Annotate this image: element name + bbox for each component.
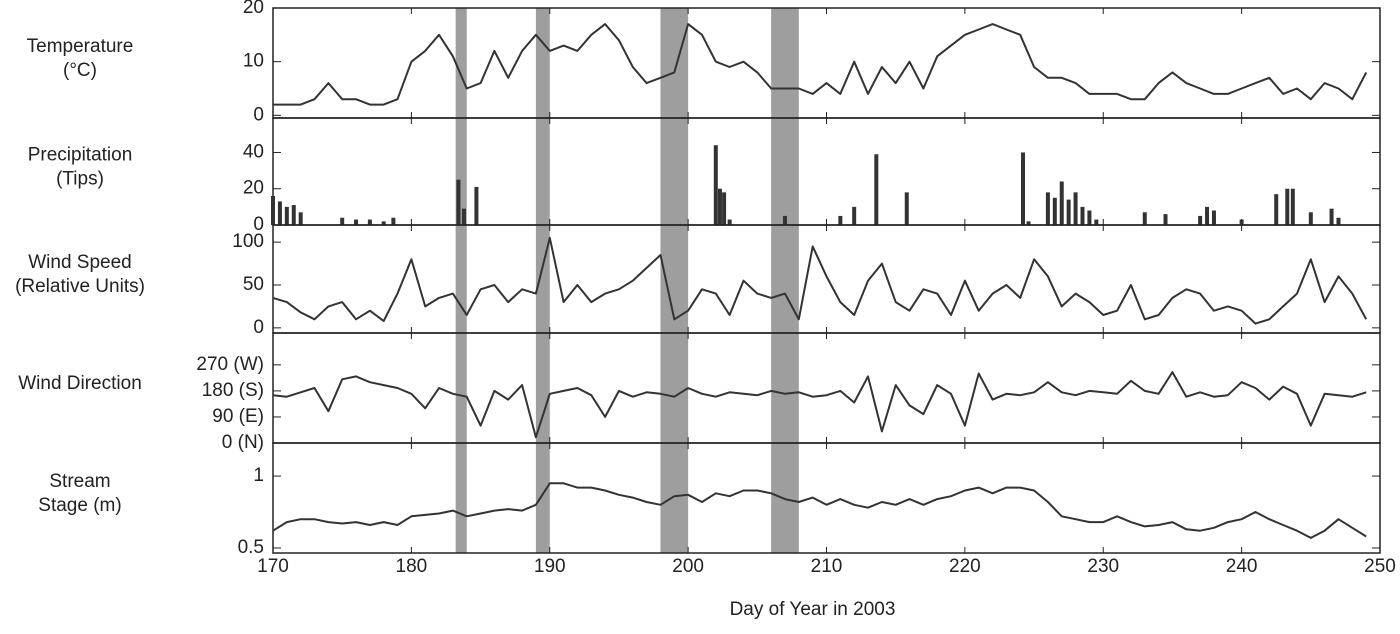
bar (291, 205, 296, 225)
bar (474, 186, 479, 225)
bar (852, 206, 857, 225)
y-axis-label: (Tips) (56, 169, 104, 190)
bar (722, 192, 727, 225)
y-tick-label: 20 (243, 0, 264, 18)
bar (1198, 215, 1203, 225)
bar (1059, 181, 1064, 225)
x-tick-label: 190 (534, 556, 566, 577)
bar (1211, 210, 1216, 225)
panel-frame (272, 442, 1381, 554)
x-tick-label: 230 (1087, 556, 1119, 577)
x-tick-label: 210 (811, 556, 843, 577)
bar (727, 219, 732, 225)
bar (838, 215, 843, 225)
y-axis-label: (Relative Units) (15, 276, 145, 297)
bar (1205, 206, 1210, 225)
shaded-span (455, 8, 467, 553)
bar (277, 201, 282, 225)
bar (391, 217, 396, 225)
y-tick-label: 0 (N) (222, 432, 264, 453)
bar (713, 145, 718, 225)
bar (1080, 206, 1085, 225)
bar (1045, 192, 1050, 225)
bar (1052, 197, 1057, 225)
y-tick-label: 0.5 (238, 537, 264, 558)
panel-frame (272, 224, 1381, 334)
y-tick-label: 10 (243, 51, 264, 72)
bar (1274, 194, 1279, 225)
y-tick-label: 270 (W) (196, 354, 264, 375)
shaded-span (660, 8, 689, 553)
bar (284, 206, 289, 225)
bar (1308, 212, 1313, 225)
bar (1336, 217, 1341, 225)
bar (381, 221, 386, 225)
shaded-span (535, 8, 550, 553)
x-tick-label: 250 (1364, 556, 1396, 577)
data-line (273, 23, 1368, 106)
y-tick-label: 0 (253, 317, 264, 338)
y-tick-label: 100 (232, 231, 264, 252)
y-tick-label: 40 (243, 141, 264, 162)
x-tick-label: 240 (1226, 556, 1258, 577)
bar (782, 215, 787, 225)
bar (1142, 212, 1147, 225)
shaded-span (771, 8, 799, 553)
y-axis-label: Stream (49, 471, 110, 492)
bar (1239, 219, 1244, 225)
bar (354, 219, 359, 225)
bar (1285, 188, 1290, 225)
bar (271, 195, 275, 225)
bar (298, 212, 303, 225)
y-axis-label: Wind Speed (28, 252, 132, 273)
bar (1020, 152, 1025, 225)
y-tick-label: 0 (253, 214, 264, 235)
bar (1026, 221, 1031, 225)
y-tick-label: 0 (253, 104, 264, 125)
x-tick-label: 170 (257, 556, 289, 577)
bar (1163, 214, 1168, 225)
data-line (272, 371, 1367, 439)
y-axis-label: Precipitation (28, 145, 133, 166)
y-axis-label: (°C) (63, 60, 97, 81)
bar (1290, 188, 1295, 225)
bar (461, 208, 466, 225)
bar (1329, 208, 1334, 225)
bar (874, 154, 879, 225)
data-line (272, 482, 1367, 539)
bar (1073, 192, 1078, 225)
y-tick-label: 180 (S) (202, 380, 264, 401)
bar (904, 192, 909, 225)
bar (717, 188, 722, 225)
panel-frame (272, 117, 1381, 226)
y-tick-label: 50 (243, 274, 264, 295)
panel-frame (272, 7, 1381, 119)
bar (1066, 199, 1071, 225)
y-axis-label: Wind Direction (18, 373, 142, 394)
bar (1087, 210, 1092, 225)
x-tick-label: 200 (672, 556, 704, 577)
y-tick-label: 1 (253, 465, 264, 486)
x-tick-label: 220 (949, 556, 981, 577)
y-tick-label: 90 (E) (212, 406, 264, 427)
y-tick-label: 20 (243, 178, 264, 199)
y-axis-label: Stage (m) (38, 495, 121, 516)
bar (1094, 219, 1099, 225)
x-tick-label: 180 (396, 556, 428, 577)
bar (340, 217, 345, 225)
bar (456, 179, 461, 225)
y-axis-label: Temperature (27, 36, 134, 57)
x-axis-label: Day of Year in 2003 (730, 599, 896, 620)
bar (367, 219, 372, 225)
data-line (272, 236, 1368, 325)
